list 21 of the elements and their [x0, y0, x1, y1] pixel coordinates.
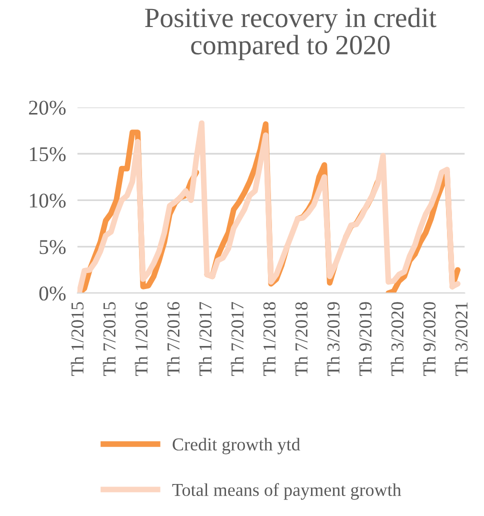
y-tick-label: 0%	[39, 286, 66, 301]
y-tick-label: 10%	[30, 194, 66, 208]
chart-title: Positive recovery in credit compared to 2020	[145, 8, 436, 60]
x-tick-label: Th 9/2019	[358, 302, 372, 376]
legend-label: Credit growth ytd	[172, 438, 300, 454]
y-tick-label: 20%	[29, 100, 66, 115]
x-tick-label: Th 3/2020	[390, 302, 404, 376]
legend-label: Total means of payment growth	[172, 483, 402, 500]
x-tick-label: Th 7/2017	[230, 302, 244, 376]
x-tick-label: Th 7/2015	[102, 302, 116, 376]
y-tick-label: 5%	[40, 240, 66, 254]
x-tick-label: Th 3/2021	[454, 302, 468, 376]
x-tick-label: Th 3/2019	[326, 302, 340, 376]
x-tick-label: Th 7/2016	[166, 302, 180, 376]
x-tick-label: Th 7/2018	[294, 302, 308, 376]
x-tick-label: Th 1/2017	[198, 302, 212, 376]
x-tick-label: Th 9/2020	[422, 302, 436, 376]
x-tick-label: Th 1/2016	[134, 302, 148, 376]
y-tick-label: 15%	[30, 147, 66, 162]
x-tick-label: Th 1/2018	[262, 302, 276, 376]
x-tick-label: Th 1/2015	[70, 302, 84, 376]
